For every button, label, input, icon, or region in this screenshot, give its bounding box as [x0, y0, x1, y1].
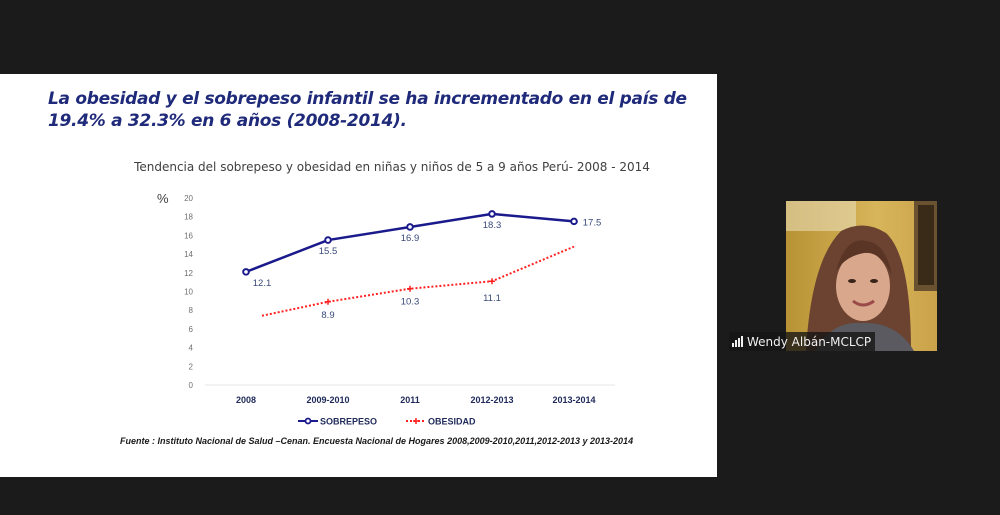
y-tick-label: 4 [189, 344, 194, 353]
y-tick-label: 20 [184, 194, 193, 203]
legend-label: SOBREPESO [320, 417, 377, 427]
y-tick-label: 14 [184, 250, 193, 259]
y-tick-label: 12 [184, 269, 193, 278]
source-note: Fuente : Instituto Nacional de Salud –Ce… [120, 436, 634, 446]
data-point-sobrepeso [324, 236, 332, 244]
data-label: 15.5 [319, 246, 338, 257]
x-tick-label: 2012-2013 [470, 395, 513, 405]
line-chart: 0 2 4 6 8 10 12 14 16 18 20 2008 2009-2010 2011 2012-2… [184, 194, 615, 427]
series-line-obesidad [261, 245, 575, 317]
participant-video[interactable] [786, 201, 937, 351]
data-point-obesidad [489, 278, 495, 285]
x-tick-label: 2011 [400, 395, 420, 405]
data-point-obesidad [407, 285, 413, 292]
legend-marker-sobrepeso [304, 417, 312, 425]
chart-title: Tendencia del sobrepeso y obesidad en ni… [134, 160, 650, 174]
data-label: 10.3 [401, 297, 420, 308]
data-label: 8.9 [321, 310, 334, 321]
y-tick-label: 10 [184, 288, 193, 297]
x-tick-label: 2013-2014 [552, 395, 595, 405]
y-tick-label: 16 [184, 231, 193, 240]
y-tick-label: 6 [189, 325, 194, 334]
data-point-sobrepeso [570, 217, 578, 226]
participant-name: Wendy Albán-MCLCP [747, 334, 872, 349]
y-tick-label: 2 [189, 362, 194, 371]
data-point-sobrepeso [406, 223, 414, 231]
data-label: 11.1 [483, 293, 501, 304]
y-axis-unit: % [157, 191, 169, 206]
legend-marker-obesidad [413, 418, 419, 424]
y-tick-label: 8 [189, 306, 194, 315]
data-point-obesidad [325, 298, 331, 305]
data-label: 18.3 [483, 220, 502, 231]
y-tick-label: 18 [184, 213, 193, 222]
participant-video-feed [786, 201, 937, 351]
legend-label: OBESIDAD [428, 417, 476, 427]
x-tick-label: 2008 [236, 395, 256, 405]
data-label: 16.9 [401, 233, 420, 244]
data-point-sobrepeso [242, 268, 250, 276]
participant-name-tag: Wendy Albán-MCLCP [729, 332, 876, 351]
y-tick-label: 0 [189, 381, 194, 390]
slide-headline: La obesidad y el sobrepeso infantil se h… [48, 89, 687, 131]
data-point-sobrepeso [488, 210, 496, 218]
presentation-slide: La obesidad y el sobrepeso infantil se h… [0, 74, 717, 477]
data-label: 12.1 [253, 278, 272, 289]
x-tick-label: 2009-2010 [306, 395, 349, 405]
signal-strength-icon [732, 336, 743, 347]
data-label: 17.5 [583, 217, 602, 228]
